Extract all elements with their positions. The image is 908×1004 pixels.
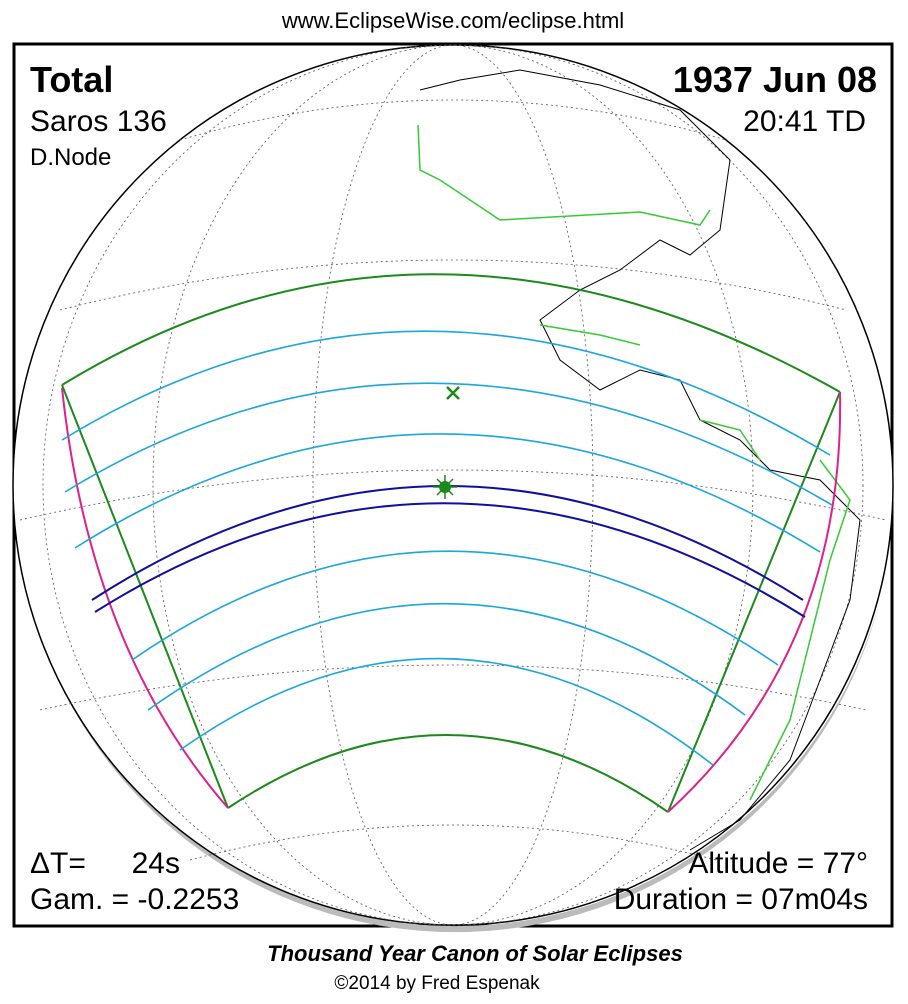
magnitude-lines (61, 330, 833, 766)
duration: Duration = 07m04s (614, 883, 868, 916)
delta-t-label: ΔT= (30, 847, 86, 880)
magnitude-line (147, 603, 746, 716)
globe-outline (12, 44, 894, 926)
parallel (59, 259, 847, 311)
parallel (179, 99, 727, 141)
rise-set-curve (667, 391, 842, 813)
copyright: ©2014 by Fred Espenak (334, 973, 540, 994)
magnitude-line (179, 657, 714, 766)
saros: Saros 136 (30, 105, 167, 138)
marker-rays (433, 475, 457, 499)
magnitude-line (74, 433, 821, 553)
url: www.EclipseWise.com/eclipse.html (281, 8, 624, 33)
meridian (152, 44, 754, 926)
parallel (19, 469, 887, 521)
border (539, 324, 851, 801)
penumbra-limit (61, 273, 841, 393)
footer-title: Thousand Year Canon of Solar Eclipses (267, 941, 683, 966)
magnitude-line (61, 330, 831, 456)
delta-t: 24s (132, 847, 180, 880)
node: D.Node (30, 144, 111, 171)
penumbra-limit (667, 391, 841, 813)
penumbra-limit (61, 384, 229, 809)
date: 1937 Jun 08 (673, 59, 877, 100)
subsolar-marker (433, 475, 457, 499)
magnitude-line (131, 550, 779, 666)
greatest-eclipse-marker (446, 386, 460, 400)
penumbra-limit (227, 734, 669, 813)
magnitude-line (64, 382, 833, 506)
parallel (39, 664, 867, 711)
eclipse-path (61, 273, 842, 813)
parallel (189, 824, 717, 861)
border (417, 124, 711, 226)
umbral-limit (94, 502, 806, 618)
time: 20:41 TD (743, 105, 866, 138)
eclipse-type: Total (30, 59, 113, 100)
rise-set-curve (61, 387, 229, 809)
globe (12, 44, 894, 933)
meridian (42, 44, 864, 926)
coastline (419, 69, 861, 851)
altitude: Altitude = 77° (688, 847, 868, 880)
gamma: Gam. = -0.2253 (30, 883, 239, 916)
